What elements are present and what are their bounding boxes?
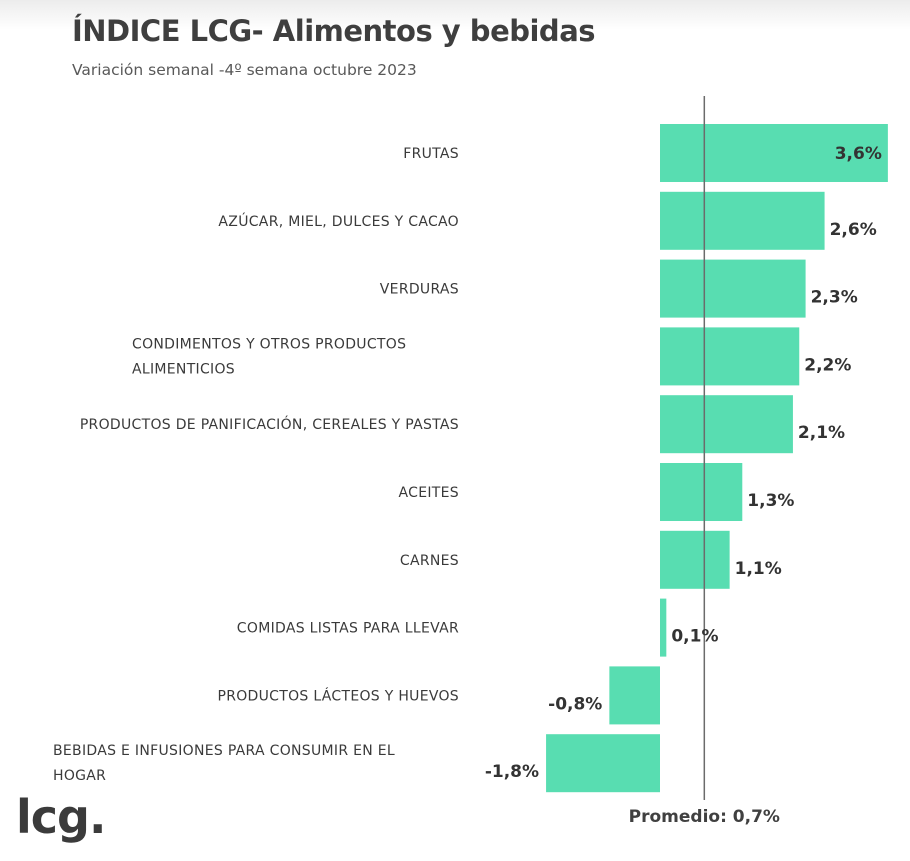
labels-group: FRUTAS 3,6% AZÚCAR, MIEL, DULCES Y CACAO 2,…: [53, 144, 882, 784]
bar: [660, 463, 743, 521]
lcg-logo: lcg.: [16, 790, 106, 844]
bar: [660, 124, 888, 182]
value-label: -0,8%: [548, 694, 602, 714]
value-label: 2,6%: [830, 220, 877, 240]
bar: [660, 395, 793, 454]
category-label: ACEITES: [399, 485, 459, 501]
value-label: 0,1%: [671, 627, 718, 647]
value-label: 2,2%: [804, 355, 851, 375]
category-label-line: BEBIDAS E INFUSIONES PARA CONSUMIR EN EL: [53, 743, 395, 759]
bar: [660, 598, 667, 657]
bar: [546, 734, 660, 793]
category-label: CONDIMENTOS Y OTROS PRODUCTOS ALIMENTICIO…: [132, 336, 406, 377]
category-label: FRUTAS: [403, 146, 459, 162]
category-label: COMIDAS LISTAS PARA LLEVAR: [237, 621, 459, 637]
chart-subtitle: Variación semanal -4º semana octubre 202…: [72, 61, 417, 79]
category-label: BEBIDAS E INFUSIONES PARA CONSUMIR EN EL…: [53, 743, 395, 784]
value-label: 3,6%: [835, 144, 882, 164]
value-label: 1,3%: [747, 491, 794, 511]
category-label: AZÚCAR, MIEL, DULCES Y CACAO: [218, 212, 459, 230]
bar: [660, 191, 825, 250]
category-label: VERDURAS: [380, 282, 459, 298]
bar: [660, 327, 800, 386]
category-label-line: HOGAR: [53, 768, 106, 784]
value-label: 1,1%: [735, 559, 782, 579]
average-label: Promedio: 0,7%: [629, 807, 780, 827]
category-label: PRODUCTOS DE PANIFICACIÓN, CEREALES Y PA…: [80, 415, 459, 433]
bars-group: [546, 124, 888, 793]
category-label-line: CONDIMENTOS Y OTROS PRODUCTOS: [132, 336, 406, 352]
category-label: PRODUCTOS LÁCTEOS Y HUEVOS: [217, 687, 459, 704]
chart-title: ÍNDICE LCG- Alimentos y bebidas: [72, 14, 596, 48]
value-label: 2,1%: [798, 423, 845, 443]
category-label-line: ALIMENTICIOS: [132, 361, 235, 377]
category-label: CARNES: [400, 553, 459, 569]
bar: [660, 530, 730, 589]
bar: [660, 259, 806, 318]
value-label: 2,3%: [811, 288, 858, 308]
bar: [609, 666, 660, 725]
value-label: -1,8%: [485, 762, 539, 782]
